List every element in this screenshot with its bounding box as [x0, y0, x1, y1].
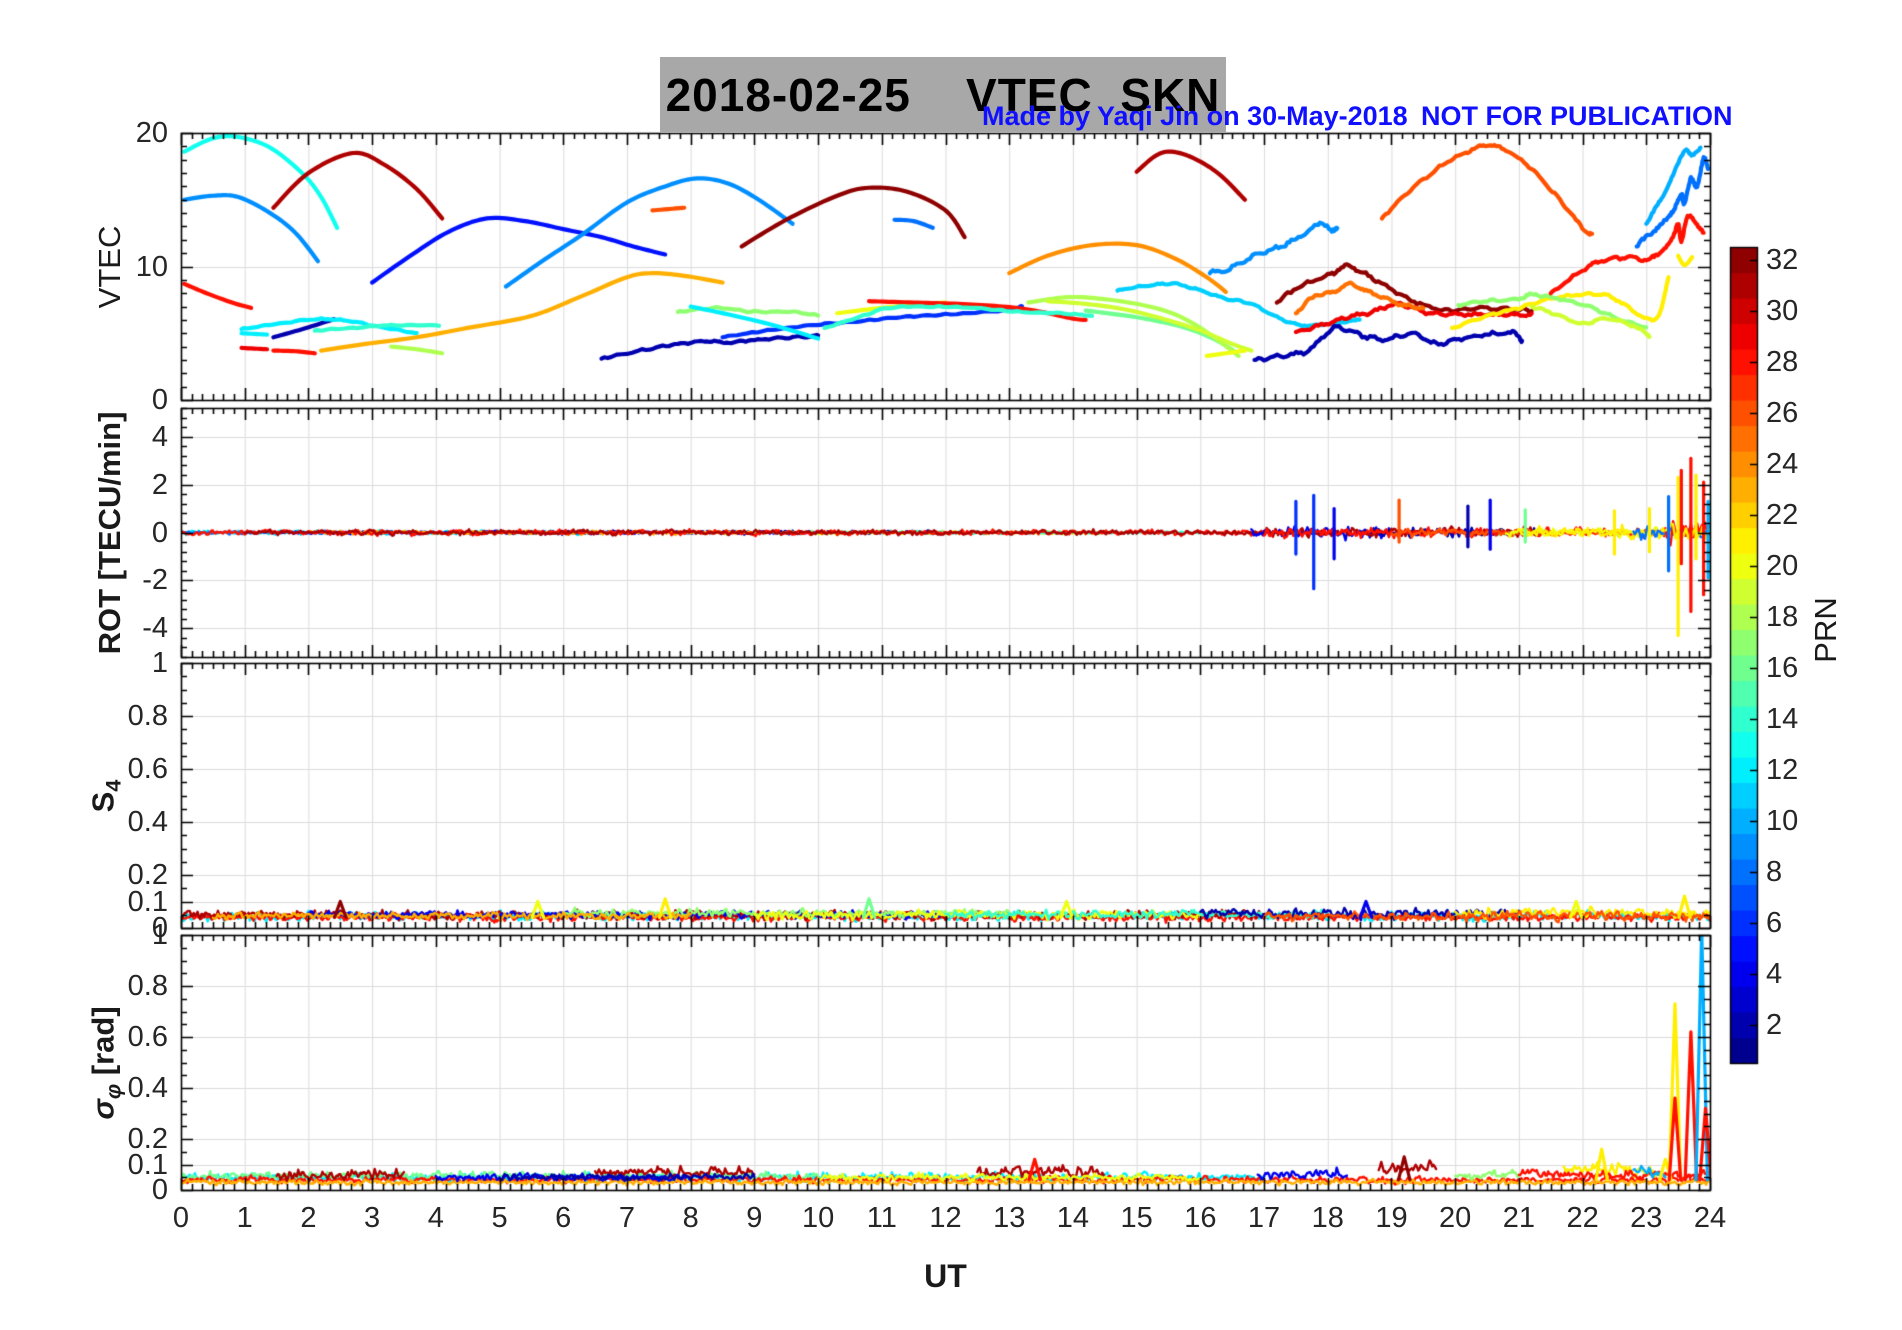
x-tick-label: 11: [866, 1202, 897, 1234]
title-bar: 2018-02-25 VTEC SKN: [660, 57, 1226, 133]
y-tick-label: 0.2: [127, 859, 168, 891]
y-tick-label: -2: [142, 564, 168, 597]
x-tick-label: 18: [1311, 1202, 1344, 1234]
y-tick-label: 0.4: [127, 1072, 168, 1104]
y-tick-label: 10: [135, 250, 168, 283]
colorbar-tick-label: 20: [1766, 549, 1799, 582]
x-tick-label: 13: [993, 1202, 1026, 1234]
colorbar-tick-label: 12: [1766, 753, 1799, 786]
x-tick-label: 10: [801, 1202, 835, 1234]
colorbar-tick-label: 24: [1766, 447, 1799, 480]
colorbar-tick-label: 28: [1766, 345, 1799, 378]
y-tick-label: 1: [151, 647, 168, 679]
x-tick-label: 24: [1693, 1202, 1727, 1234]
x-tick-label: 7: [618, 1202, 636, 1234]
colorbar-tick-label: 4: [1766, 957, 1783, 990]
made-by-watermark: Made by Yaqi Jin on 30-May-2018: [982, 101, 1408, 131]
y-tick-label: 0.6: [127, 1021, 168, 1053]
colorbar-tick-label: 16: [1766, 651, 1799, 684]
y-tick-label: 0.8: [127, 970, 168, 1002]
figure-title: 2018-02-25 VTEC SKN: [665, 69, 1221, 121]
x-tick-label: 23: [1630, 1202, 1663, 1234]
x-tick-label: 15: [1120, 1202, 1153, 1234]
x-axis-label: UT: [924, 1258, 967, 1294]
colorbar-tick-label: 10: [1766, 804, 1799, 837]
colorbar-tick-label: 32: [1766, 243, 1799, 276]
y-tick-label: 0.6: [127, 753, 168, 785]
y-tick-label: 20: [135, 117, 168, 149]
colorbar-tick-label: 18: [1766, 600, 1799, 633]
colorbar-tick-label: 30: [1766, 294, 1799, 327]
y-tick-label: -4: [142, 612, 168, 645]
x-tick-label: 12: [929, 1202, 962, 1234]
y-tick-label: 0: [151, 384, 168, 416]
y-tick-label: 0.1: [127, 1148, 168, 1181]
colorbar-tick-label: 6: [1766, 906, 1783, 939]
x-tick-label: 3: [364, 1202, 381, 1234]
colorbar-tick-label: 8: [1766, 855, 1783, 888]
x-tick-label: 21: [1502, 1202, 1535, 1234]
y-tick-label: 2: [151, 468, 168, 501]
colorbar-tick-label: 26: [1766, 396, 1799, 429]
y-tick-label: 0.2: [127, 1123, 168, 1155]
x-tick-label: 19: [1375, 1202, 1408, 1234]
y-tick-label: 0.8: [127, 700, 168, 732]
y-tick-label: 0: [151, 516, 168, 549]
y-tick-label: 1: [151, 919, 168, 951]
colorbar-tick-label: 14: [1766, 702, 1799, 735]
x-tick-label: 5: [491, 1202, 508, 1234]
x-tick-label: 14: [1056, 1202, 1090, 1234]
not-for-publication-watermark: NOT FOR PUBLICATION: [1421, 101, 1733, 131]
x-tick-label: 17: [1247, 1202, 1281, 1234]
colorbar-tick-label: 22: [1766, 498, 1799, 531]
x-tick-label: 16: [1184, 1202, 1217, 1234]
y-tick-label: 0: [151, 1174, 168, 1206]
y-tick-label: 0: [151, 912, 168, 944]
x-tick-label: 4: [427, 1202, 444, 1234]
x-tick-label: 8: [682, 1202, 699, 1234]
y-tick-label: 0.4: [127, 806, 168, 838]
x-tick-label: 2: [300, 1202, 317, 1234]
y-tick-label: 0.1: [127, 885, 168, 918]
x-tick-label: 22: [1566, 1202, 1599, 1234]
x-tick-label: 0: [172, 1202, 190, 1234]
x-tick-label: 20: [1439, 1202, 1472, 1234]
x-tick-label: 9: [746, 1202, 763, 1234]
y-tick-label: 4: [151, 420, 168, 453]
x-tick-label: 1: [236, 1202, 253, 1234]
colorbar-tick-label: 2: [1766, 1008, 1783, 1041]
x-tick-label: 6: [555, 1202, 572, 1234]
